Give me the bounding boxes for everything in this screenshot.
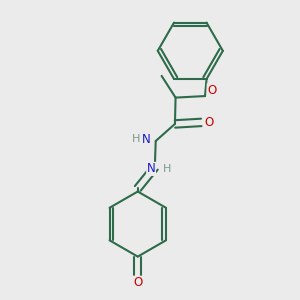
- Text: H: H: [162, 164, 171, 174]
- Text: N: N: [147, 162, 155, 176]
- Text: H: H: [131, 134, 140, 144]
- Text: O: O: [207, 84, 217, 97]
- Text: O: O: [133, 276, 142, 290]
- Text: O: O: [204, 116, 214, 129]
- Text: N: N: [141, 133, 150, 146]
